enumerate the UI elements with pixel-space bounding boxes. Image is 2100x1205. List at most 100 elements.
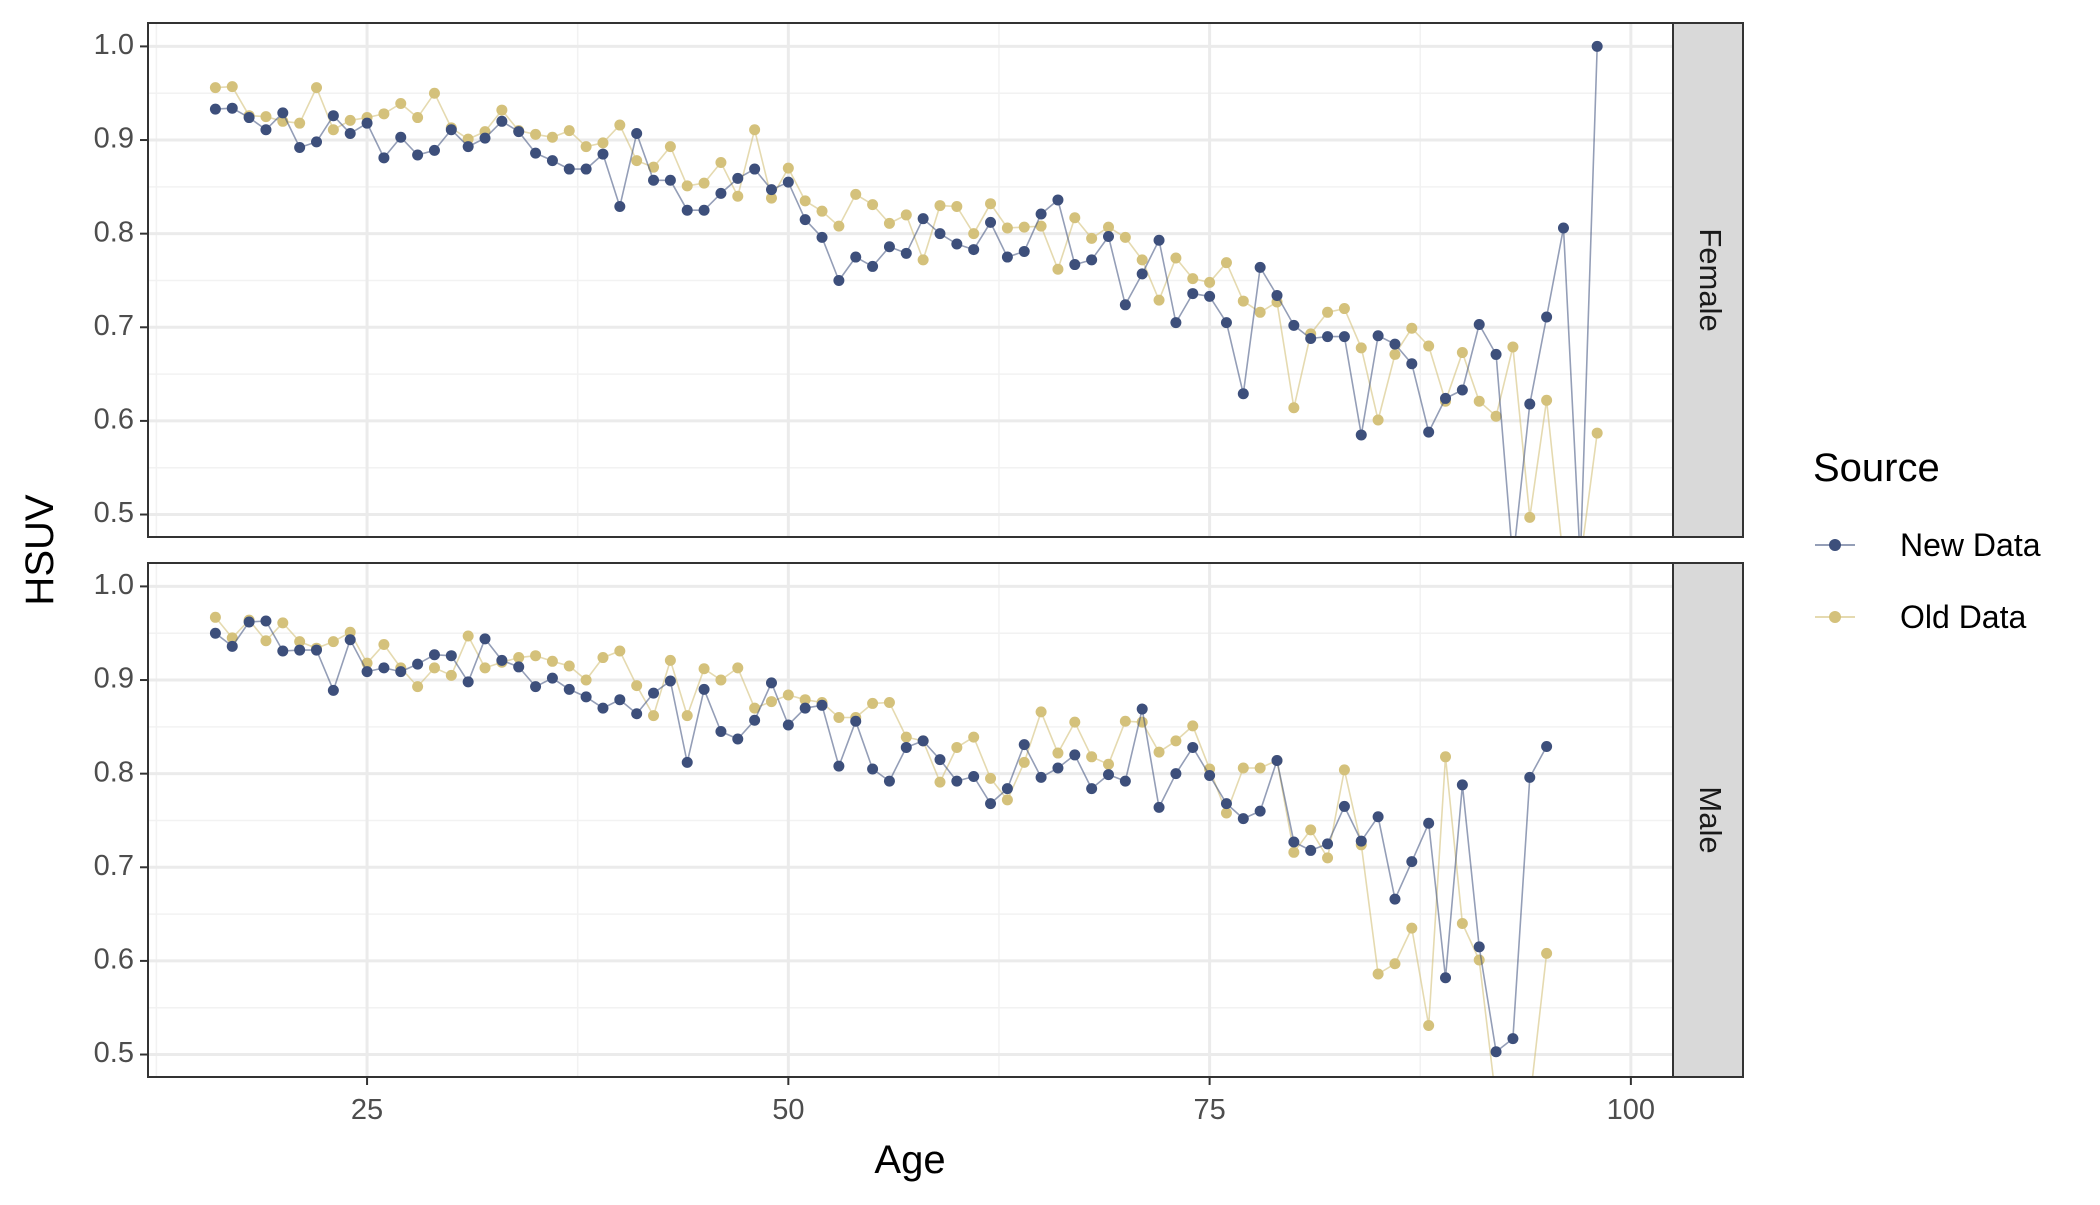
legend-item-old-data: Old Data — [1815, 599, 2026, 635]
data-point — [715, 157, 727, 169]
data-point — [614, 694, 626, 706]
data-point — [833, 220, 845, 232]
data-point — [1119, 231, 1131, 243]
legend-label: Old Data — [1900, 599, 2026, 635]
data-point — [1237, 295, 1249, 307]
data-point — [395, 666, 407, 678]
data-point — [1322, 306, 1334, 318]
strip-background — [1672, 22, 1744, 538]
data-point — [260, 124, 272, 136]
data-point — [1119, 299, 1131, 311]
data-point — [563, 125, 575, 137]
data-point — [681, 756, 693, 768]
data-point — [732, 172, 744, 184]
data-point — [715, 726, 727, 738]
data-point — [1338, 331, 1350, 343]
data-point — [833, 760, 845, 772]
legend-label: New Data — [1900, 527, 2041, 563]
data-point — [631, 155, 643, 167]
data-point — [968, 731, 980, 743]
data-point — [1271, 289, 1283, 301]
data-point — [1372, 414, 1384, 426]
data-point — [1204, 290, 1216, 302]
data-point — [1591, 427, 1603, 439]
data-point — [1187, 720, 1199, 732]
panel-gridlines — [148, 23, 1673, 537]
data-point — [1102, 758, 1114, 770]
x-axis-ticks: 25 50 75 100 — [351, 1077, 1655, 1126]
data-point — [1001, 251, 1013, 263]
data-point — [597, 702, 609, 714]
data-point — [1069, 716, 1081, 728]
data-point — [1153, 801, 1165, 813]
data-point — [597, 148, 609, 160]
data-point — [1086, 232, 1098, 244]
legend-key-point — [1829, 539, 1841, 551]
data-point — [563, 163, 575, 175]
strip-label: Female — [1693, 228, 1728, 331]
data-point — [226, 81, 238, 93]
data-point — [1170, 735, 1182, 747]
data-point — [580, 163, 592, 175]
data-point — [294, 142, 306, 154]
data-point — [900, 247, 912, 259]
data-point — [1541, 947, 1553, 959]
data-point — [546, 155, 558, 167]
data-point — [1119, 775, 1131, 787]
facet-strip-female: Female — [1672, 22, 1744, 538]
data-point — [749, 714, 761, 726]
data-point — [1423, 817, 1435, 829]
data-point — [294, 117, 306, 129]
data-point — [985, 198, 997, 210]
data-point — [1338, 800, 1350, 812]
data-point — [1322, 331, 1334, 343]
data-point — [765, 192, 777, 204]
data-point — [344, 127, 356, 139]
data-point — [311, 136, 323, 148]
data-point — [833, 711, 845, 723]
data-point — [1102, 769, 1114, 781]
data-point — [243, 616, 255, 628]
legend-item-new-data: New Data — [1815, 527, 2041, 563]
data-point — [1524, 398, 1536, 410]
x-tick-label: 75 — [1193, 1094, 1225, 1126]
data-point — [900, 731, 912, 743]
data-point — [445, 669, 457, 681]
data-point — [1204, 770, 1216, 782]
data-point — [1322, 838, 1334, 850]
data-point — [1456, 917, 1468, 929]
data-point — [1035, 220, 1047, 232]
y-tick-label: 0.9 — [94, 663, 134, 695]
panel-gridlines — [148, 563, 1673, 1077]
data-point — [563, 660, 575, 672]
data-point — [833, 274, 845, 286]
data-point — [1018, 739, 1030, 751]
data-point — [1187, 288, 1199, 300]
data-point — [1220, 257, 1232, 269]
data-point — [985, 216, 997, 228]
data-point — [344, 114, 356, 126]
data-point — [1456, 384, 1468, 396]
data-point — [260, 111, 272, 123]
data-point — [412, 149, 424, 161]
y-tick-label: 0.6 — [94, 404, 134, 436]
data-point — [1018, 221, 1030, 233]
data-point — [900, 741, 912, 753]
data-point — [428, 87, 440, 99]
data-point — [563, 683, 575, 695]
data-point — [917, 213, 929, 225]
data-point — [883, 217, 895, 229]
data-point — [395, 131, 407, 143]
data-point — [883, 775, 895, 787]
data-point — [951, 741, 963, 753]
data-point — [513, 126, 525, 138]
data-point — [782, 689, 794, 701]
data-point — [428, 144, 440, 156]
data-point — [698, 177, 710, 189]
data-point — [631, 680, 643, 692]
data-point — [850, 188, 862, 200]
data-point — [664, 174, 676, 186]
y-tick-label: 0.7 — [94, 310, 134, 342]
data-point — [631, 708, 643, 720]
data-point — [715, 674, 727, 686]
